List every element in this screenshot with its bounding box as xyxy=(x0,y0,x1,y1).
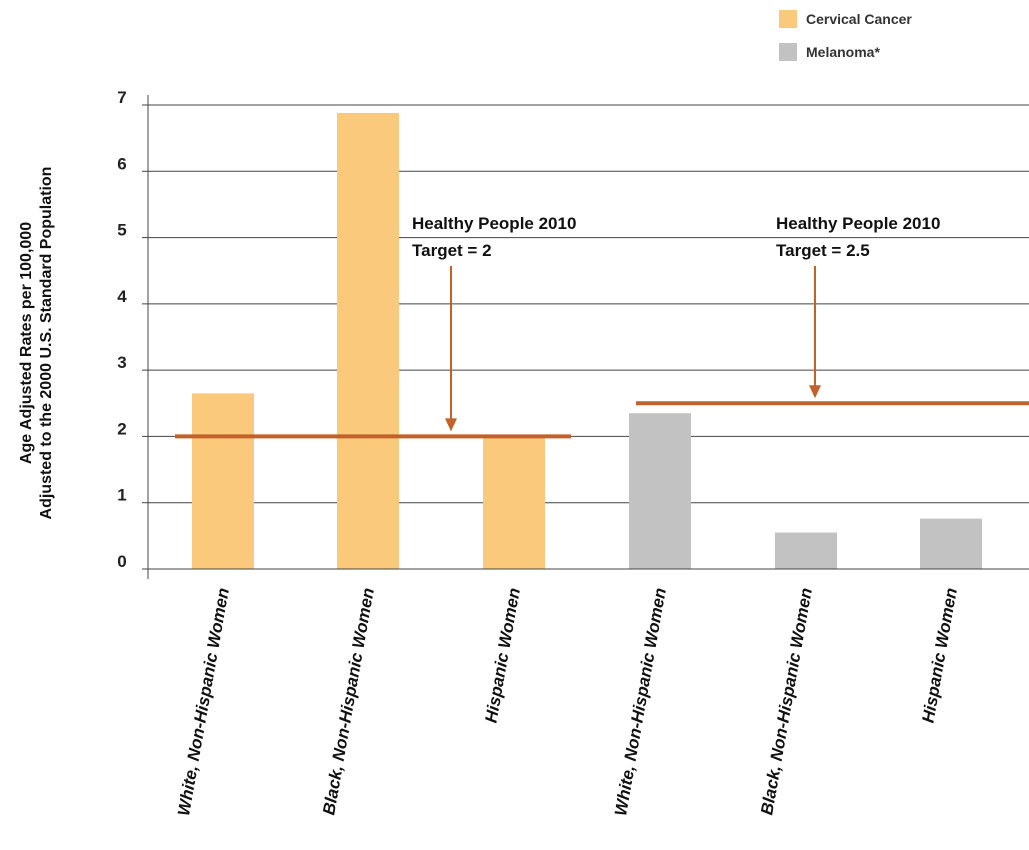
bar xyxy=(629,413,691,569)
grid xyxy=(148,104,1029,504)
bars xyxy=(192,112,982,569)
y-tick-label: 1 xyxy=(117,486,126,505)
category-label: Black, Non-Hispanic Women xyxy=(757,586,816,816)
target-annotation-title: Healthy People 2010 xyxy=(412,214,576,233)
axes xyxy=(142,95,1029,579)
target-annotation-value: Target = 2.5 xyxy=(776,241,870,260)
bar xyxy=(920,518,982,569)
target-annotation-title: Healthy People 2010 xyxy=(776,214,940,233)
y-tick-label: 0 xyxy=(117,552,126,571)
target-arrowhead xyxy=(809,385,821,399)
y-axis-title-line1: Age Adjusted Rates per 100,000 xyxy=(18,222,35,464)
y-tick-label: 2 xyxy=(117,419,126,438)
legend-label: Cervical Cancer xyxy=(806,11,912,27)
y-tick-label: 3 xyxy=(117,353,126,372)
category-label: White, Non-Hispanic Women xyxy=(174,586,233,817)
category-label: Hispanic Women xyxy=(918,586,960,724)
bar xyxy=(192,393,254,569)
target-arrowhead xyxy=(445,418,457,432)
bar xyxy=(337,112,399,569)
bar xyxy=(483,436,545,569)
category-label: Hispanic Women xyxy=(481,586,523,724)
y-tick-label: 5 xyxy=(117,221,126,240)
legend-swatch xyxy=(779,43,797,61)
bar xyxy=(775,532,837,569)
labels: 0 1 2 3 4 5 6 7 White, Non-Hispanic Women Black, … xyxy=(18,10,961,817)
legend-label: Melanoma* xyxy=(806,44,880,60)
category-label: White, Non-Hispanic Women xyxy=(611,586,670,817)
y-tick-label: 4 xyxy=(117,287,127,306)
legend-swatch xyxy=(779,10,797,28)
target-lines xyxy=(175,266,1029,439)
y-tick-label: 7 xyxy=(117,88,126,107)
y-tick-label: 6 xyxy=(117,154,126,173)
y-axis-title-line2: Adjusted to the 2000 U.S. Standard Popul… xyxy=(38,167,55,520)
category-label: Black, Non-Hispanic Women xyxy=(319,586,378,816)
target-annotation-value: Target = 2 xyxy=(412,241,492,260)
